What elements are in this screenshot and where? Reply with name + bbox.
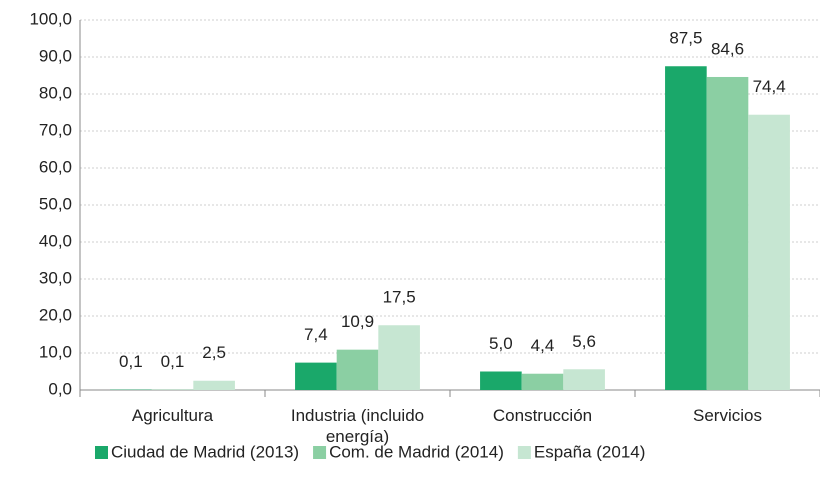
- y-tick-label: 10,0: [39, 342, 72, 361]
- value-label: 5,6: [572, 332, 596, 351]
- legend-swatch: [95, 446, 108, 459]
- bar: [665, 66, 707, 390]
- bar: [563, 369, 605, 390]
- y-tick-label: 90,0: [39, 46, 72, 65]
- bar: [521, 373, 564, 390]
- bar: [748, 114, 790, 390]
- legend-swatch: [517, 446, 531, 459]
- legend-label: Com. de Madrid (2014): [329, 442, 504, 461]
- value-label: 10,9: [341, 312, 374, 331]
- y-tick-label: 100,0: [29, 9, 72, 28]
- value-label: 74,4: [753, 77, 786, 96]
- bar: [336, 349, 379, 390]
- bar: [480, 371, 522, 390]
- x-tick-label: Industria (incluido energía): [290, 406, 425, 446]
- y-tick-label: 40,0: [39, 231, 72, 250]
- x-tick-label: Servicios: [693, 406, 762, 425]
- legend-label: Ciudad de Madrid (2013): [111, 442, 299, 461]
- bar: [378, 325, 420, 390]
- value-label: 84,6: [711, 39, 744, 58]
- value-label: 17,5: [383, 288, 416, 307]
- value-label: 5,0: [489, 334, 513, 353]
- value-label: 87,5: [669, 29, 702, 48]
- value-label: 7,4: [304, 325, 328, 344]
- x-tick-label: Agricultura: [131, 406, 214, 425]
- value-label: 2,5: [202, 343, 226, 362]
- y-tick-label: 60,0: [39, 157, 72, 176]
- value-label: 0,1: [161, 352, 185, 371]
- y-tick-label: 80,0: [39, 83, 72, 102]
- bar: [706, 76, 749, 390]
- value-label: 4,4: [531, 336, 555, 355]
- legend-swatch: [313, 446, 327, 459]
- bar: [295, 362, 337, 390]
- y-tick-label: 70,0: [39, 120, 72, 139]
- y-tick-label: 50,0: [39, 194, 72, 213]
- legend-label: España (2014): [534, 442, 646, 461]
- y-tick-label: 20,0: [39, 305, 72, 324]
- value-label: 0,1: [119, 352, 143, 371]
- x-tick-label: Construcción: [492, 406, 593, 425]
- bar: [193, 380, 235, 390]
- y-tick-label: 0,0: [48, 379, 72, 398]
- y-tick-label: 30,0: [39, 268, 72, 287]
